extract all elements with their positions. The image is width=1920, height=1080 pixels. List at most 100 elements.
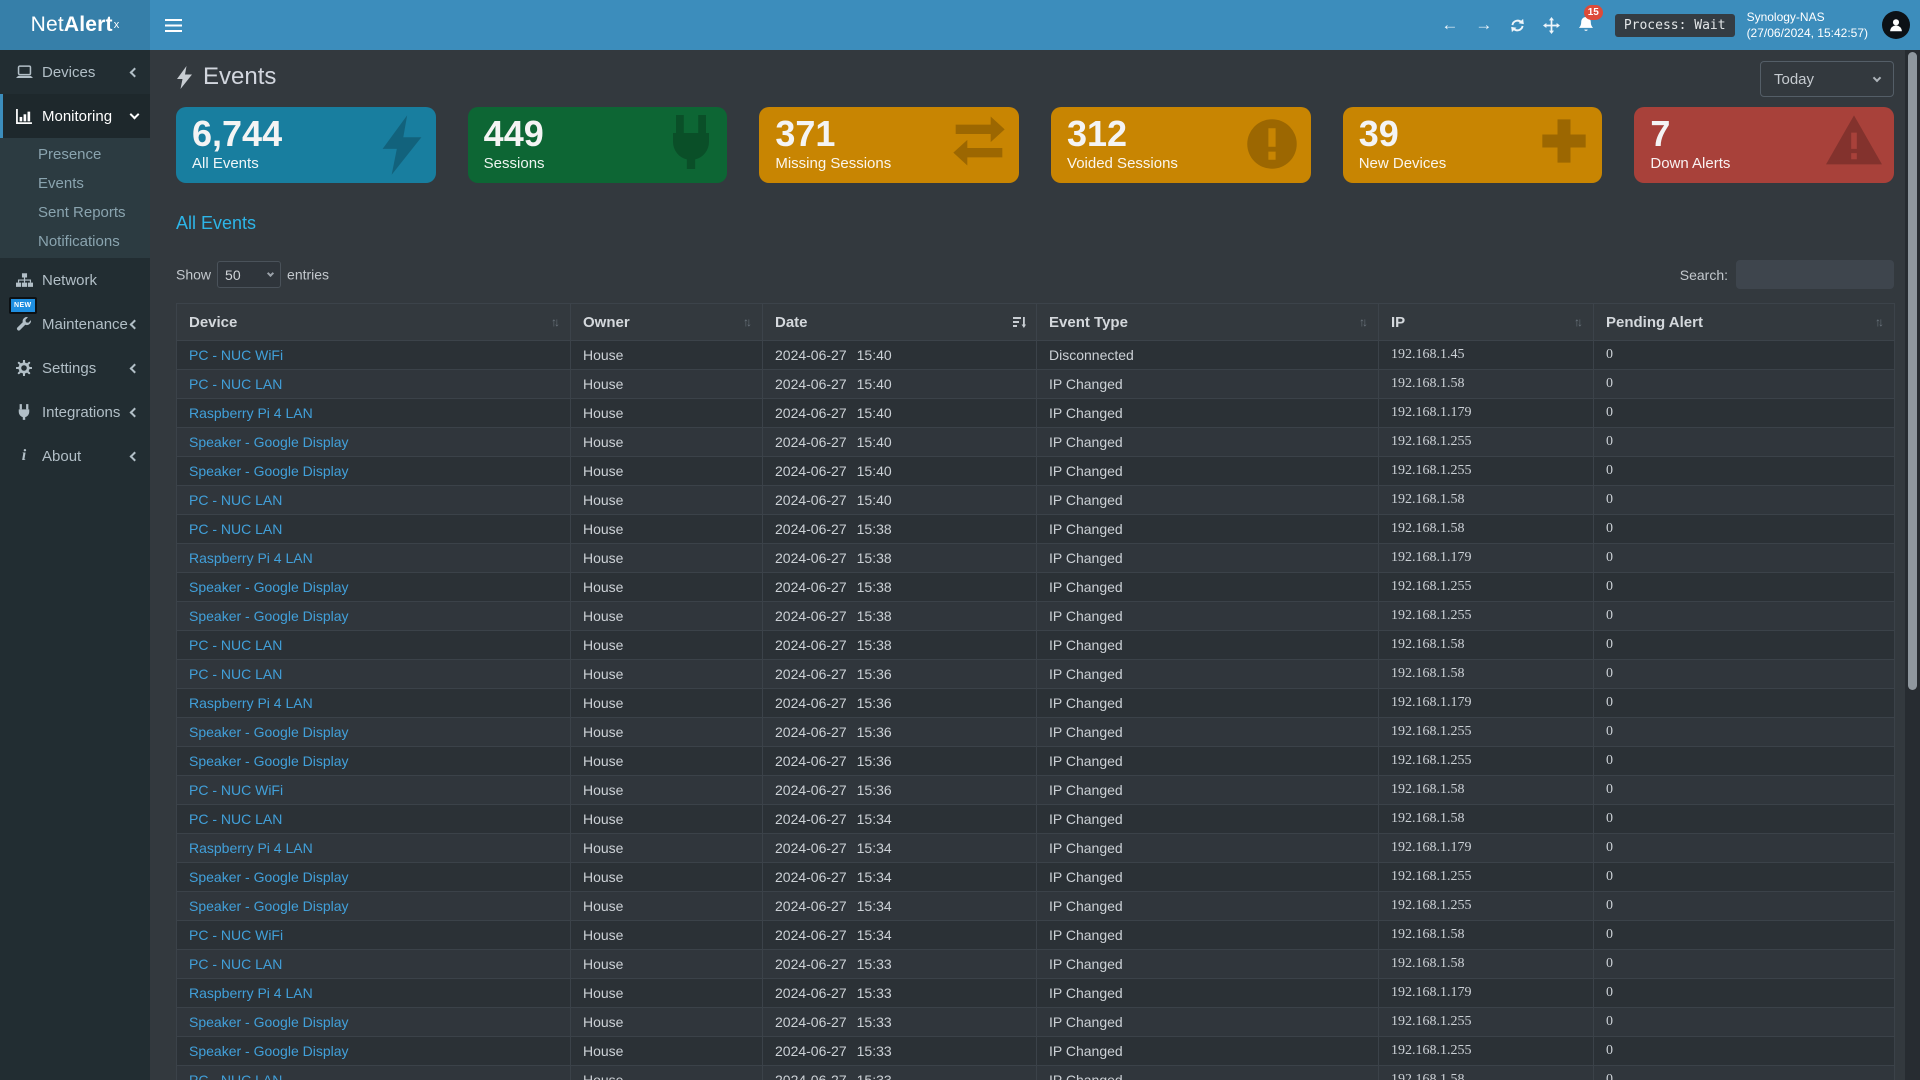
date-cell: 2024-06-27 15:36: [762, 746, 1037, 776]
card-value: 371: [775, 113, 836, 154]
date-cell: 2024-06-27 15:34: [762, 804, 1037, 834]
pending-alert-cell: 0: [1593, 340, 1895, 370]
device-link[interactable]: Speaker - Google Display: [189, 434, 349, 450]
plug-icon: [667, 115, 715, 174]
ip-cell: 192.168.1.255: [1378, 1036, 1594, 1066]
device-link[interactable]: Speaker - Google Display: [189, 1014, 349, 1030]
card-down-alerts[interactable]: 7 Down Alerts: [1634, 107, 1895, 183]
device-link[interactable]: Speaker - Google Display: [189, 579, 349, 595]
sidebar-item-maintenance[interactable]: Maintenance: [0, 302, 150, 346]
chevron-left-icon: [129, 407, 140, 417]
device-link[interactable]: PC - NUC LAN: [189, 1072, 283, 1080]
device-link[interactable]: Speaker - Google Display: [189, 1043, 349, 1059]
device-link[interactable]: PC - NUC LAN: [189, 637, 283, 653]
time-value: 15:38: [856, 550, 892, 566]
device-link[interactable]: Speaker - Google Display: [189, 608, 349, 624]
sidebar-item-network[interactable]: Network: [0, 258, 150, 302]
device-link[interactable]: Raspberry Pi 4 LAN: [189, 695, 313, 711]
column-header-device[interactable]: Device ↑↓: [176, 303, 571, 341]
pending-alert-cell: 0: [1593, 949, 1895, 979]
table-row: PC - NUC LAN House 2024-06-27 15:40 IP Ch…: [176, 485, 1895, 515]
device-link[interactable]: Raspberry Pi 4 LAN: [189, 550, 313, 566]
device-link[interactable]: PC - NUC WiFi: [189, 347, 284, 363]
device-cell: PC - NUC LAN: [176, 630, 571, 660]
sidebar-item-notifications[interactable]: Notifications: [0, 227, 150, 256]
back-button[interactable]: ←: [1435, 0, 1465, 50]
page-length-select[interactable]: 50: [217, 261, 282, 288]
owner-cell: House: [570, 920, 763, 950]
device-link[interactable]: PC - NUC LAN: [189, 956, 283, 972]
sidebar-item-devices[interactable]: Devices: [0, 50, 150, 94]
card-new-devices[interactable]: 39 New Devices: [1342, 107, 1603, 183]
date-value: 2024-06-27: [775, 1014, 847, 1030]
process-status-chip: Process: Wait: [1614, 13, 1735, 37]
owner-cell: House: [570, 601, 763, 631]
sidebar-item-settings[interactable]: Settings: [0, 346, 150, 390]
info-icon: i: [21, 447, 27, 464]
event-type-cell: IP Changed: [1036, 804, 1379, 834]
owner-cell: House: [570, 340, 763, 370]
time-value: 15:34: [856, 869, 892, 885]
time-value: 15:36: [856, 724, 892, 740]
device-link[interactable]: PC - NUC WiFi: [189, 782, 284, 798]
card-missing-sessions[interactable]: 371 Missing Sessions: [759, 107, 1020, 183]
monitoring-submenu: Presence Events Sent Reports Notificatio…: [0, 138, 150, 258]
device-link[interactable]: PC - NUC LAN: [189, 521, 283, 537]
date-cell: 2024-06-27 15:33: [762, 1065, 1037, 1080]
pending-alert-cell: 0: [1593, 804, 1895, 834]
back-arrow-icon: ←: [1441, 15, 1459, 34]
time-value: 15:40: [856, 405, 892, 421]
period-selector[interactable]: Today: [1760, 61, 1894, 97]
sidebar-item-presence[interactable]: Presence: [0, 140, 150, 169]
date-value: 2024-06-27: [775, 463, 847, 479]
device-link[interactable]: Raspberry Pi 4 LAN: [189, 985, 313, 1001]
device-link[interactable]: Speaker - Google Display: [189, 463, 349, 479]
device-link[interactable]: PC - NUC LAN: [189, 666, 283, 682]
table-row: Speaker - Google Display House 2024-06-2…: [176, 1036, 1895, 1066]
host-info[interactable]: Synology-NAS (27/06/2024, 15:42:57): [1747, 9, 1868, 41]
device-link[interactable]: Raspberry Pi 4 LAN: [189, 405, 313, 421]
wrench-icon: [14, 316, 34, 332]
scrollbar-thumb[interactable]: [1908, 52, 1917, 690]
card-all-events[interactable]: 6,744 All Events: [176, 107, 436, 183]
column-header-date[interactable]: Date: [762, 303, 1037, 341]
device-cell: Speaker - Google Display: [176, 456, 571, 486]
card-label: New Devices: [1358, 155, 1447, 173]
device-link[interactable]: PC - NUC WiFi: [189, 927, 284, 943]
device-link[interactable]: PC - NUC LAN: [189, 376, 283, 392]
sidebar-item-sent-reports[interactable]: Sent Reports: [0, 198, 150, 227]
sidebar-item-integrations[interactable]: Integrations: [0, 390, 150, 434]
refresh-button[interactable]: [1503, 0, 1533, 50]
fullscreen-button[interactable]: [1537, 0, 1567, 50]
sidebar-toggle-button[interactable]: [150, 0, 196, 50]
device-link[interactable]: PC - NUC LAN: [189, 492, 283, 508]
scrollbar-track[interactable]: [1905, 50, 1920, 1080]
card-sessions[interactable]: 449 Sessions: [467, 107, 728, 183]
date-cell: 2024-06-27 15:34: [762, 833, 1037, 863]
sort-icon: ↑↓: [551, 315, 560, 329]
avatar[interactable]: [1882, 11, 1910, 39]
search-input[interactable]: [1736, 260, 1894, 289]
card-voided-sessions[interactable]: 312 Voided Sessions: [1051, 107, 1311, 183]
notifications-button[interactable]: 15: [1571, 0, 1603, 50]
device-link[interactable]: Raspberry Pi 4 LAN: [189, 840, 313, 856]
sidebar-item-about[interactable]: i About: [0, 434, 150, 478]
device-link[interactable]: Speaker - Google Display: [189, 869, 349, 885]
column-header-ip[interactable]: IP ↑↓: [1378, 303, 1594, 341]
sidebar-item-events[interactable]: Events: [0, 169, 150, 198]
column-header-owner[interactable]: Owner ↑↓: [570, 303, 763, 341]
ip-cell: 192.168.1.58: [1378, 659, 1594, 689]
column-header-event-type[interactable]: Event Type ↑↓: [1036, 303, 1379, 341]
card-value: 39: [1358, 113, 1399, 154]
device-cell: PC - NUC LAN: [176, 1065, 571, 1080]
column-header-pending-alert[interactable]: Pending Alert ↑↓: [1593, 303, 1895, 341]
forward-button[interactable]: →: [1469, 0, 1499, 50]
device-link[interactable]: PC - NUC LAN: [189, 811, 283, 827]
device-link[interactable]: Speaker - Google Display: [189, 898, 349, 914]
device-link[interactable]: Speaker - Google Display: [189, 753, 349, 769]
event-type-cell: IP Changed: [1036, 514, 1379, 544]
owner-cell: House: [570, 688, 763, 718]
app-logo[interactable]: Net Alert x: [0, 0, 150, 50]
sidebar-item-monitoring[interactable]: Monitoring: [0, 94, 150, 138]
device-link[interactable]: Speaker - Google Display: [189, 724, 349, 740]
